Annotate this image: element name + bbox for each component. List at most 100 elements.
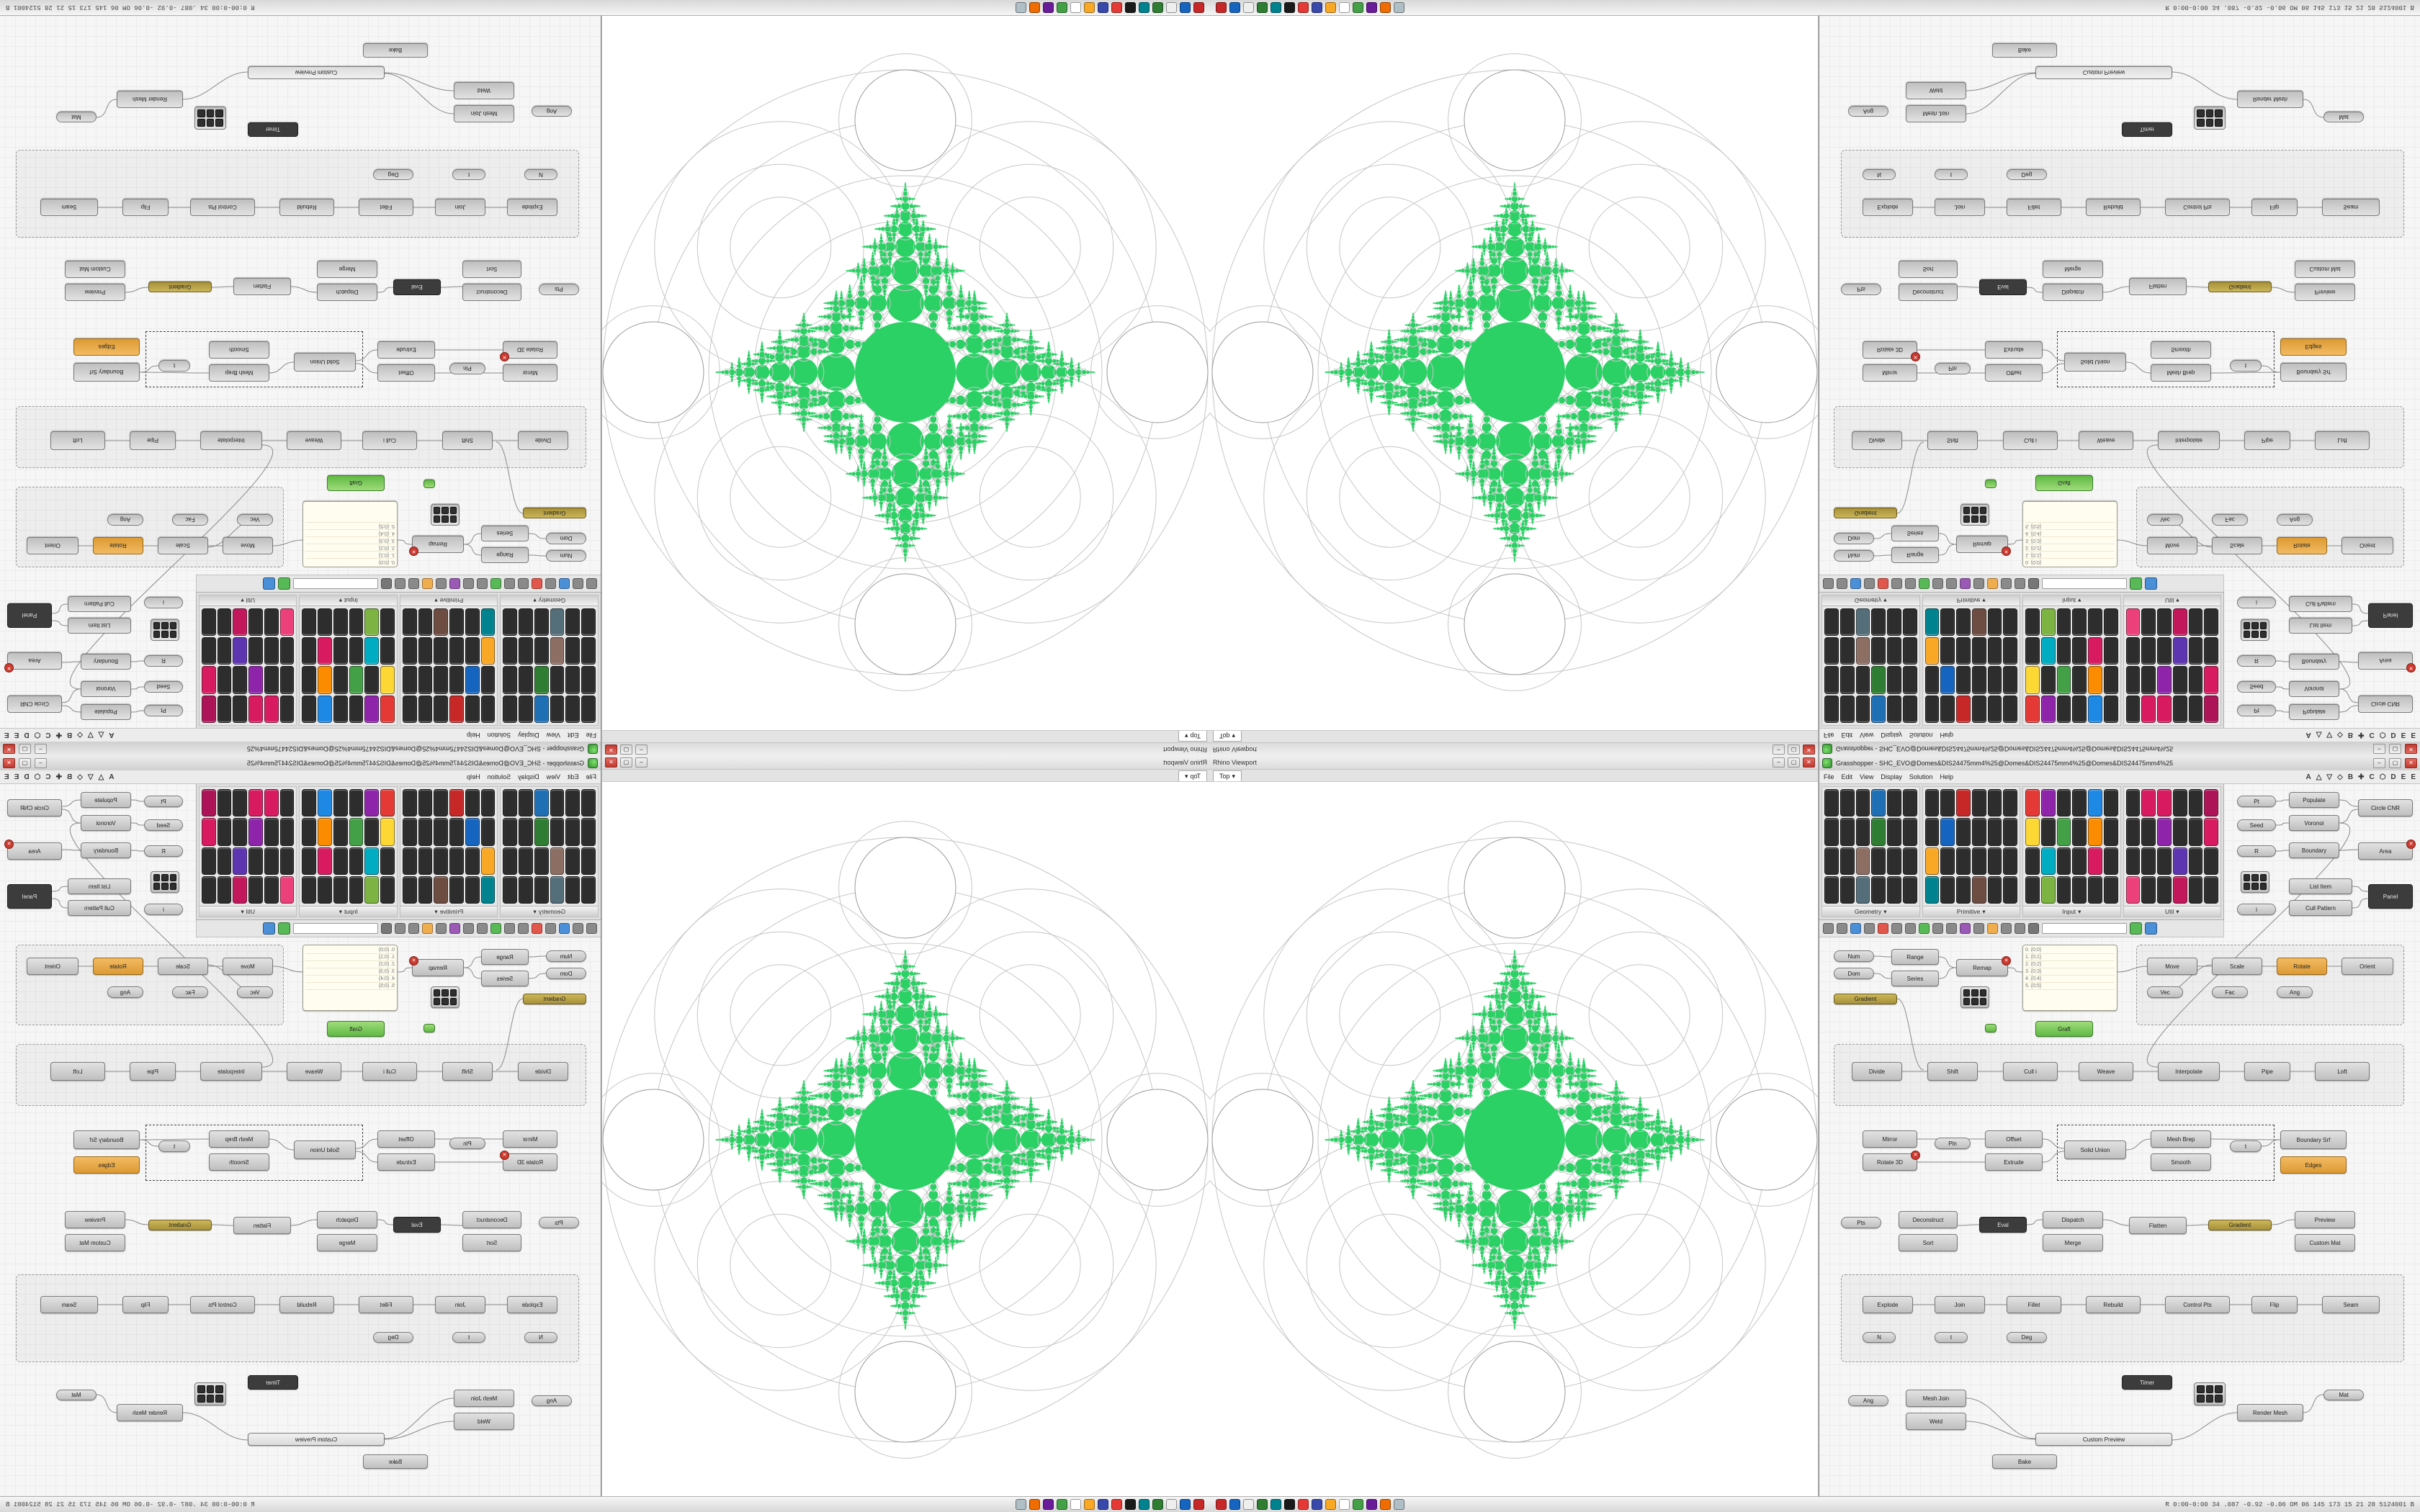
component-icon[interactable]: [480, 847, 496, 875]
gh-node[interactable]: Rotate: [2277, 537, 2327, 554]
toolbar-icon[interactable]: [573, 923, 583, 934]
search-input[interactable]: [293, 578, 378, 589]
taskbar-app-icon[interactable]: [1243, 2, 1254, 13]
gh-tab[interactable]: E: [2401, 773, 2406, 781]
component-icon[interactable]: [2056, 666, 2071, 694]
taskbar-app-icon[interactable]: [1339, 1499, 1350, 1510]
toolbar-action-button[interactable]: [263, 577, 275, 590]
gh-node[interactable]: Graft: [327, 1021, 385, 1037]
gh-node[interactable]: Boundary: [81, 654, 131, 670]
gh-node[interactable]: Move: [2147, 958, 2197, 975]
gh-node[interactable]: Explode: [1863, 199, 1913, 216]
component-icon[interactable]: [550, 666, 565, 694]
toolbar-icon[interactable]: [1973, 923, 1984, 934]
gh-node[interactable]: Mirror: [1863, 1130, 1917, 1148]
mini-button[interactable]: [215, 1395, 223, 1403]
gh-node[interactable]: Join: [1935, 199, 1985, 216]
toolbar-action-button[interactable]: [278, 577, 290, 590]
gh-tab[interactable]: D: [24, 773, 30, 781]
mini-button[interactable]: [197, 1385, 205, 1393]
gh-tab[interactable]: C: [2369, 731, 2375, 739]
gh-node[interactable]: Extrude: [377, 341, 435, 359]
menu-item-view[interactable]: View: [546, 732, 560, 739]
component-icon[interactable]: [403, 608, 417, 636]
gh-node[interactable]: Custom Preview: [248, 66, 385, 79]
gh-minimize-button[interactable]: –: [35, 744, 47, 754]
component-icon[interactable]: [503, 876, 518, 904]
component-icon[interactable]: [2003, 637, 2017, 665]
component-icon[interactable]: [1924, 789, 1940, 817]
gh-node[interactable]: Remap ✕: [409, 956, 464, 976]
gh-node[interactable]: [424, 480, 435, 488]
gh-node[interactable]: Panel: [7, 884, 52, 909]
component-icon[interactable]: [1940, 818, 1955, 846]
component-icon[interactable]: [2025, 818, 2040, 846]
component-icon[interactable]: [1924, 818, 1940, 846]
gh-node[interactable]: Vec: [2147, 514, 2183, 526]
gh-node[interactable]: Dom: [546, 968, 586, 979]
toolbar-icon[interactable]: [532, 923, 542, 934]
gh-node[interactable]: Scale: [158, 537, 208, 554]
gh-node[interactable]: Dom: [546, 533, 586, 544]
gh-node[interactable]: Edges: [2280, 1156, 2347, 1174]
taskbar-app-icon[interactable]: [1380, 2, 1391, 13]
component-icon[interactable]: [465, 608, 480, 636]
gh-node[interactable]: Range: [481, 547, 529, 563]
component-icon[interactable]: [333, 608, 348, 636]
component-icon[interactable]: [2088, 608, 2102, 636]
component-icon[interactable]: [2040, 818, 2056, 846]
gh-node[interactable]: Seed: [2237, 681, 2276, 693]
component-icon[interactable]: [534, 666, 549, 694]
gh-node[interactable]: Ang: [2277, 986, 2313, 998]
component-icon[interactable]: [380, 695, 395, 723]
mini-button[interactable]: [2197, 109, 2205, 117]
toolbar-icon[interactable]: [518, 578, 529, 589]
gh-node[interactable]: Move: [223, 958, 273, 975]
taskbar-app-icon[interactable]: [1229, 1499, 1240, 1510]
component-icon[interactable]: [1971, 695, 1986, 723]
component-icon[interactable]: [217, 847, 232, 875]
taskbar-app-icon[interactable]: [1016, 1499, 1026, 1510]
component-icon[interactable]: [1940, 695, 1955, 723]
component-icon[interactable]: [2072, 637, 2087, 665]
gh-node[interactable]: t: [2230, 1140, 2262, 1152]
taskbar-app-icon[interactable]: [1111, 1499, 1122, 1510]
gh-node[interactable]: Control Pts: [2165, 1296, 2230, 1313]
gh-node[interactable]: Vec: [2147, 986, 2183, 998]
gh-node[interactable]: Range: [1891, 547, 1939, 563]
component-icon[interactable]: [1887, 695, 1901, 723]
component-icon[interactable]: [217, 818, 232, 846]
component-icon[interactable]: [1887, 637, 1901, 665]
component-icon[interactable]: [581, 695, 596, 723]
gh-node[interactable]: Flip: [122, 199, 169, 216]
gh-node[interactable]: Orient: [27, 958, 79, 975]
component-icon[interactable]: [1924, 666, 1940, 694]
gh-node[interactable]: Seed: [2237, 819, 2276, 831]
gh-node[interactable]: [1960, 504, 1989, 526]
gh-tab[interactable]: A: [109, 731, 115, 739]
component-icon[interactable]: [264, 637, 279, 665]
component-icon[interactable]: [2157, 695, 2172, 723]
gh-node[interactable]: Rotate 3D ✕: [500, 1151, 557, 1171]
toolbar-icon[interactable]: [381, 578, 392, 589]
component-icon[interactable]: [380, 847, 395, 875]
gh-node[interactable]: R: [2237, 655, 2276, 667]
gh-node[interactable]: Merge: [2043, 1234, 2103, 1251]
component-icon[interactable]: [1839, 637, 1855, 665]
viewport-maximize-button[interactable]: ▢: [1788, 757, 1800, 768]
component-icon[interactable]: [2125, 847, 2141, 875]
palette-group-label[interactable]: Input ▾: [300, 906, 397, 917]
component-icon[interactable]: [302, 637, 317, 665]
mini-button[interactable]: [206, 119, 215, 127]
component-icon[interactable]: [1824, 876, 1839, 904]
component-icon[interactable]: [449, 637, 464, 665]
gh-close-button[interactable]: ✕: [3, 744, 15, 754]
gh-node[interactable]: Custom Mat: [2295, 1234, 2355, 1251]
taskbar-app-icon[interactable]: [1084, 2, 1095, 13]
component-icon[interactable]: [465, 695, 480, 723]
component-icon[interactable]: [380, 876, 395, 904]
toolbar-icon[interactable]: [545, 578, 556, 589]
gh-node[interactable]: Mirror: [503, 364, 557, 382]
component-icon[interactable]: [1987, 818, 2002, 846]
mini-button[interactable]: [2205, 119, 2214, 127]
